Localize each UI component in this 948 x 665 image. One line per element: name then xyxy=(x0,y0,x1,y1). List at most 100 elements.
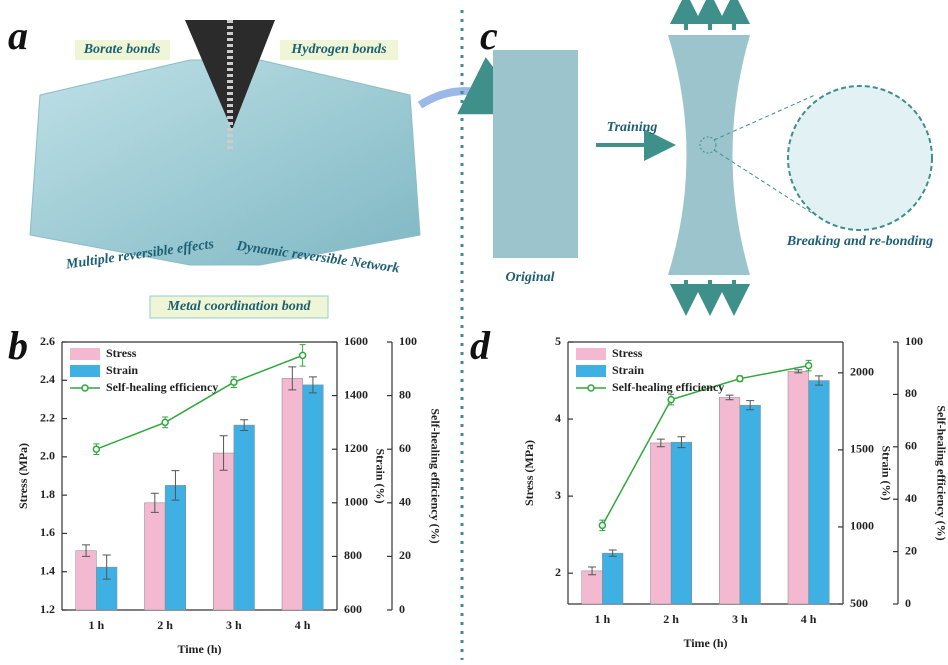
bar xyxy=(213,452,235,611)
point xyxy=(804,361,813,370)
point xyxy=(230,378,238,386)
error-bar xyxy=(219,435,228,471)
bar xyxy=(233,424,255,611)
legend-label: Stress xyxy=(106,346,137,360)
error-bar xyxy=(608,549,617,557)
x-tick-label: 1 h xyxy=(89,618,105,632)
x-tick-label: 2 h xyxy=(157,618,173,632)
y-tick-label: 2 xyxy=(555,565,561,579)
error-bar xyxy=(82,544,91,557)
y-tick-label: 5 xyxy=(555,334,561,348)
y2-tick-label: 1400 xyxy=(344,387,368,401)
annotation: Original xyxy=(505,270,554,285)
y-axis-title: Stress (MPa) xyxy=(16,443,30,509)
bar xyxy=(670,441,692,605)
y3-axis-title: Self-healing efficiency (%) xyxy=(934,405,948,540)
x-tick-label: 2 h xyxy=(663,612,679,626)
panel-label: a xyxy=(8,13,28,58)
y-tick-label: 2.0 xyxy=(40,449,55,463)
y-axis-title: Stress (MPa) xyxy=(522,440,536,506)
y3-tick-label: 20 xyxy=(399,548,411,562)
arrow xyxy=(417,57,529,115)
y3-tick-label: 80 xyxy=(399,387,411,401)
legend-swatch xyxy=(70,348,100,360)
annotation: Breaking and re-bonding xyxy=(786,234,933,249)
error-bar xyxy=(794,369,803,374)
bar xyxy=(787,371,809,605)
annotation: Hydrogen bonds xyxy=(290,42,387,57)
annotation: Borate bonds xyxy=(83,42,161,57)
y-tick-label: 1.8 xyxy=(40,487,55,501)
y3-tick-label: 60 xyxy=(905,439,917,453)
y-tick-label: 2.2 xyxy=(40,410,55,424)
y3-tick-label: 20 xyxy=(905,543,917,557)
error-bar xyxy=(814,375,823,386)
y-tick-label: 2.4 xyxy=(40,372,55,386)
line xyxy=(96,354,303,450)
error-bar xyxy=(102,554,111,580)
point xyxy=(298,351,307,360)
y3-tick-label: 40 xyxy=(905,491,917,505)
point xyxy=(92,445,101,453)
legend-swatch xyxy=(576,365,606,377)
point xyxy=(598,521,607,530)
x-tick-label: 3 h xyxy=(226,618,242,632)
y-tick-label: 3 xyxy=(555,488,561,502)
point xyxy=(667,395,675,404)
line xyxy=(601,364,809,526)
error-bar xyxy=(725,394,734,401)
stretched-sample xyxy=(668,35,750,275)
error-bar xyxy=(677,436,686,449)
x-axis-title: Time (h) xyxy=(683,636,727,650)
y3-tick-label: 60 xyxy=(399,441,411,455)
legend-swatch xyxy=(587,384,595,392)
bar xyxy=(75,550,97,611)
y2-tick-label: 800 xyxy=(344,548,362,562)
legend-label: Self-healing efficiency xyxy=(612,380,724,394)
y2-axis-title: Strain (%) xyxy=(373,449,387,504)
y2-axis-title: Strain (%) xyxy=(879,446,893,501)
y2-tick-label: 1600 xyxy=(344,334,368,348)
error-bar xyxy=(288,366,297,391)
y3-tick-label: 0 xyxy=(399,602,405,616)
legend-swatch xyxy=(576,348,606,360)
panel-label: b xyxy=(8,323,28,368)
error-bar xyxy=(746,400,755,411)
zoom-spot xyxy=(699,136,717,154)
label-box xyxy=(75,40,170,60)
bar xyxy=(144,502,166,611)
y-tick-label: 1.2 xyxy=(40,602,55,616)
label-box xyxy=(149,295,329,319)
y3-tick-label: 80 xyxy=(905,386,917,400)
legend-label: Strain xyxy=(106,363,138,377)
zoom-circle xyxy=(787,85,933,231)
y2-tick-label: 1000 xyxy=(850,519,874,533)
legend-label: Stress xyxy=(612,346,643,360)
bar xyxy=(719,397,741,605)
y-tick-label: 1.6 xyxy=(40,525,55,539)
y3-axis-title: Self-healing efficiency (%) xyxy=(428,408,442,543)
y-tick-label: 2.6 xyxy=(40,334,55,348)
bar xyxy=(808,380,830,605)
zoom-line xyxy=(713,94,816,141)
original-sample xyxy=(493,50,578,258)
legend-swatch xyxy=(81,384,89,392)
bar xyxy=(164,485,186,611)
y2-tick-label: 600 xyxy=(344,602,362,616)
y2-tick-label: 1000 xyxy=(344,495,368,509)
y3-tick-label: 100 xyxy=(399,334,417,348)
panel-label: d xyxy=(470,323,491,368)
bar xyxy=(581,570,603,605)
error-bar xyxy=(171,470,180,501)
error-bar xyxy=(240,419,249,431)
x-tick-label: 1 h xyxy=(595,612,611,626)
legend-swatch xyxy=(70,365,100,377)
error-bar xyxy=(656,438,665,448)
y3-tick-label: 40 xyxy=(399,495,411,509)
point xyxy=(736,374,744,383)
bar xyxy=(281,378,303,611)
x-tick-label: 4 h xyxy=(801,612,817,626)
error-bar xyxy=(588,566,597,576)
y-tick-label: 1.4 xyxy=(40,563,55,577)
